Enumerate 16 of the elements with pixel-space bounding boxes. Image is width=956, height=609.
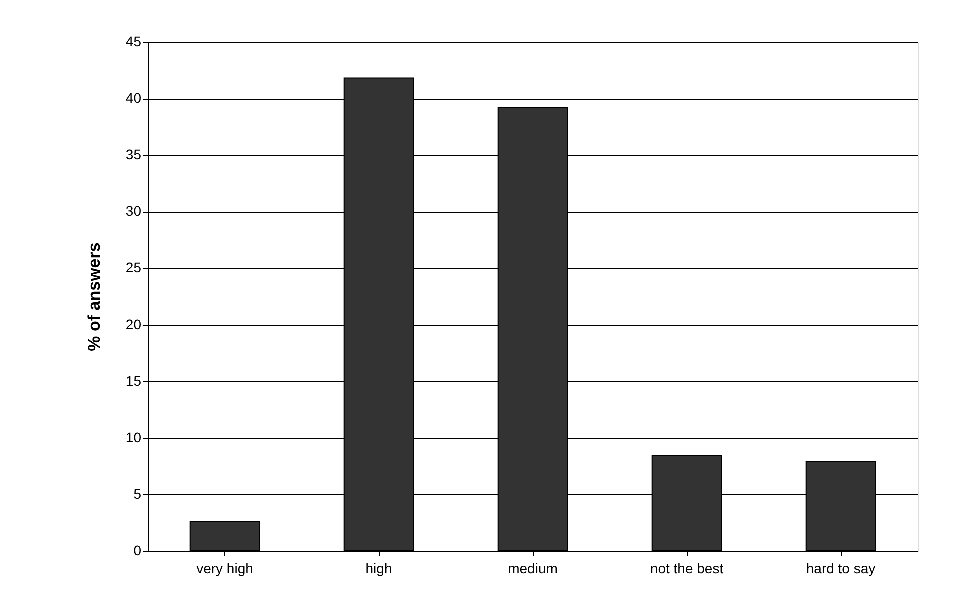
x-tick-label: hard to say <box>806 560 876 576</box>
y-tick-label: 30 <box>126 203 142 220</box>
y-tick-label: 5 <box>134 486 142 502</box>
y-tick-label: 20 <box>126 316 142 332</box>
y-tick-label: 25 <box>126 260 142 276</box>
y-tick-label: 15 <box>126 372 142 389</box>
y-tick-label: 45 <box>126 34 142 50</box>
x-tick-label: medium <box>508 560 558 576</box>
x-tick-label: very high <box>196 560 254 576</box>
y-axis-title: % of answers <box>84 242 104 352</box>
y-tick-label: 0 <box>134 542 142 558</box>
x-tick-label: high <box>366 560 392 576</box>
y-tick-label: 40 <box>126 90 142 106</box>
x-tick-label: not the best <box>650 560 724 576</box>
y-tick-label: 35 <box>126 146 142 163</box>
y-tick-label: 10 <box>126 429 142 446</box>
